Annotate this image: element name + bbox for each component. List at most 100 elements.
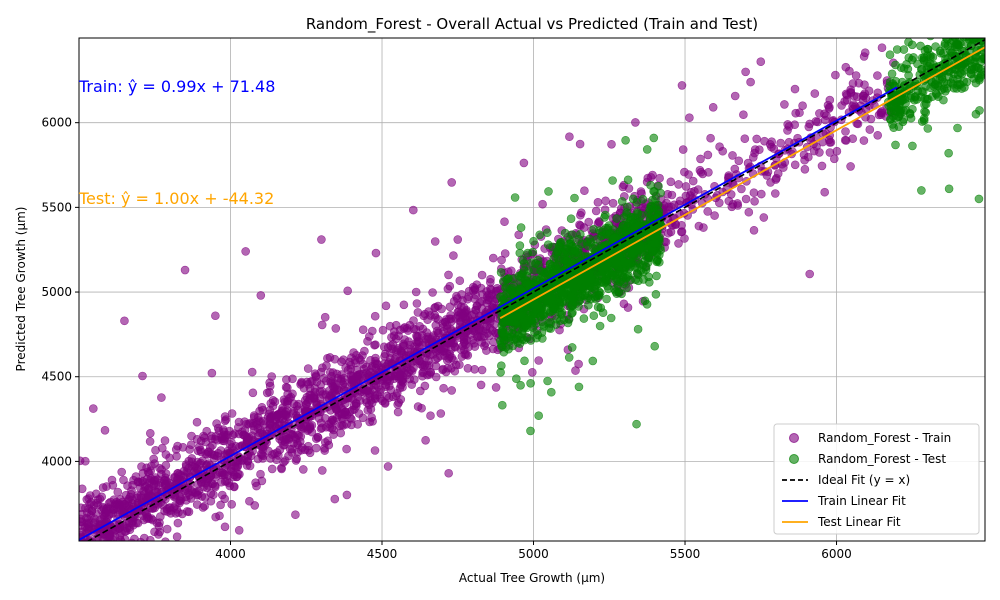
outlier-point	[250, 501, 260, 510]
test-point	[564, 353, 574, 362]
train-point	[460, 349, 470, 359]
train-point	[330, 354, 340, 364]
train-point	[734, 156, 744, 166]
test-point	[517, 329, 527, 339]
train-point	[601, 196, 610, 206]
test-point	[617, 197, 627, 206]
train-point	[176, 494, 186, 504]
train-point	[240, 417, 249, 427]
train-point	[391, 320, 401, 330]
legend-label: Train Linear Fit	[817, 494, 906, 508]
test-point	[589, 311, 599, 321]
train-point	[565, 132, 574, 141]
train-point	[93, 500, 103, 510]
train-point	[288, 389, 297, 399]
test-point	[643, 258, 653, 267]
train-point	[265, 387, 274, 397]
train-point	[455, 276, 465, 286]
train-point	[370, 391, 380, 400]
test-point	[518, 255, 528, 265]
test-point	[552, 314, 561, 324]
train-point	[248, 388, 258, 398]
train-point	[795, 108, 804, 117]
train-point	[447, 178, 457, 187]
test-point	[969, 74, 979, 83]
train-point	[873, 88, 883, 98]
train-point	[311, 443, 321, 453]
test-point	[642, 299, 652, 309]
train-point	[247, 367, 257, 377]
train-point	[140, 533, 149, 541]
test-point	[920, 107, 929, 116]
train-point	[149, 454, 158, 464]
train-point	[399, 339, 408, 349]
test-point	[546, 387, 556, 397]
train-point	[874, 110, 884, 120]
train-point	[220, 522, 230, 532]
train-point	[133, 518, 143, 528]
train-point	[291, 456, 301, 465]
test-point	[526, 315, 536, 324]
train-point	[343, 365, 353, 375]
train-point	[413, 308, 423, 317]
test-point	[526, 426, 535, 436]
test-point	[574, 302, 583, 311]
train-point	[864, 86, 874, 96]
train-point	[204, 447, 213, 457]
test-point	[542, 228, 552, 237]
train-point	[281, 382, 291, 392]
train-point	[102, 504, 111, 514]
train-point	[311, 434, 321, 444]
train-point	[470, 364, 479, 374]
train-point	[824, 104, 834, 113]
train-point	[695, 165, 705, 175]
test-point	[611, 287, 621, 297]
train-point	[398, 382, 407, 392]
train-point	[345, 407, 355, 417]
train-point	[452, 294, 462, 303]
train-point	[662, 198, 671, 208]
train-point	[666, 177, 676, 187]
train-point	[154, 521, 164, 531]
train-point	[192, 417, 202, 427]
train-point	[281, 410, 291, 420]
test-point	[567, 257, 577, 266]
test-point	[649, 133, 659, 143]
train-point	[730, 91, 740, 101]
train-point	[337, 403, 347, 413]
test-point	[543, 376, 552, 386]
x-tick-label: 4500	[367, 547, 398, 561]
test-point	[632, 419, 641, 429]
train-point	[128, 480, 137, 490]
train-point	[415, 386, 425, 396]
train-point	[438, 346, 448, 356]
train-point	[859, 136, 869, 145]
train-point	[445, 302, 455, 312]
train-point	[708, 103, 718, 112]
train-point	[288, 444, 297, 454]
train-point	[756, 189, 766, 199]
train-point	[108, 480, 118, 490]
train-point	[426, 411, 435, 421]
train-point	[746, 77, 755, 87]
train-point	[767, 137, 777, 146]
train-point	[447, 386, 457, 395]
train-point	[820, 115, 830, 125]
test-point	[612, 214, 622, 223]
train-point	[219, 427, 229, 437]
test-point	[885, 50, 895, 60]
train-point	[216, 500, 225, 510]
train-point	[303, 379, 313, 389]
train-point	[776, 138, 786, 148]
test-point	[495, 336, 505, 346]
test-point	[644, 272, 653, 282]
test-point	[511, 374, 521, 384]
outlier-point	[256, 291, 266, 300]
test-point	[654, 181, 663, 191]
train-point	[426, 311, 435, 320]
test-point	[946, 38, 956, 48]
test-point	[596, 303, 606, 313]
train-point	[841, 136, 851, 145]
train-point	[860, 48, 870, 58]
train-point	[178, 442, 188, 452]
